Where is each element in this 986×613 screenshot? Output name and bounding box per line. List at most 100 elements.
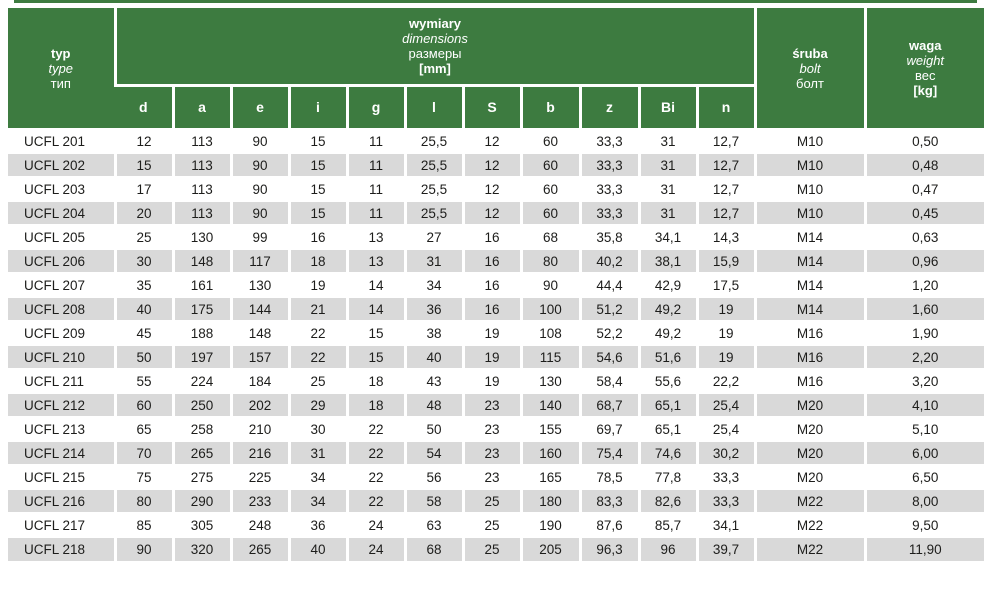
- dim-d-cell: 65: [113, 416, 173, 441]
- dim-S-cell: 25: [461, 536, 521, 561]
- dim-b-cell: 160: [519, 440, 580, 465]
- dim-d-cell: 15: [113, 152, 173, 177]
- dim-z-cell: 33,3: [578, 176, 639, 201]
- dim-Bi-cell: 42,9: [637, 272, 697, 297]
- dim-i-cell: 22: [287, 320, 347, 345]
- bolt-cell: M10: [753, 200, 866, 225]
- dim-e-cell: 90: [229, 200, 289, 225]
- dim-n-cell: 14,3: [695, 224, 756, 249]
- table-row: UCFL 206 30 148 117 18 13 31 16 80 40,2 38,1 15,9 M1…: [8, 248, 985, 273]
- dim-a-cell: 265: [171, 440, 231, 465]
- dim-Bi-cell: 49,2: [637, 296, 697, 321]
- dim-d-cell: 30: [113, 248, 173, 273]
- bolt-cell: M14: [753, 248, 866, 273]
- dim-Bi-cell: 51,6: [637, 344, 697, 369]
- dim-z-cell: 44,4: [578, 272, 639, 297]
- bolt-cell: M20: [753, 416, 866, 441]
- bolt-header-en: bolt: [799, 60, 821, 76]
- bolt-header-pl: śruba: [792, 45, 828, 61]
- bolt-cell: M20: [753, 392, 866, 417]
- dimensions-header-pl: wymiary: [408, 15, 462, 31]
- bolt-cell: M14: [753, 272, 866, 297]
- dim-z-cell: 51,2: [578, 296, 639, 321]
- weight-cell: 0,45: [863, 200, 985, 225]
- bearing-type-cell: UCFL 209: [8, 320, 115, 345]
- dim-z-cell: 58,4: [578, 368, 639, 393]
- bearing-type-cell: UCFL 202: [8, 152, 115, 177]
- dimensions-header-en: dimensions: [402, 30, 468, 46]
- dim-z-cell: 35,8: [578, 224, 639, 249]
- dim-Bi-cell: 55,6: [637, 368, 697, 393]
- dim-S-cell: 12: [461, 176, 521, 201]
- weight-cell: 6,00: [863, 440, 985, 465]
- column-header-weight: waga weight вес [kg]: [863, 8, 985, 129]
- table-row: UCFL 204 20 113 90 15 11 25,5 12 60 33,3 31 12,7 M10…: [8, 200, 985, 225]
- dim-g-cell: 11: [345, 176, 405, 201]
- dim-e-cell: 210: [229, 416, 289, 441]
- dim-z-cell: 33,3: [578, 152, 639, 177]
- bolt-cell: M14: [753, 296, 866, 321]
- dim-a-cell: 113: [171, 200, 231, 225]
- dim-b-cell: 115: [519, 344, 580, 369]
- type-header-en: type: [48, 60, 74, 76]
- dim-Bi-cell: 82,6: [637, 488, 697, 513]
- dim-d-cell: 90: [113, 536, 173, 561]
- dim-e-cell: 184: [229, 368, 289, 393]
- dim-e-cell: 130: [229, 272, 289, 297]
- column-header-l: l: [403, 83, 463, 129]
- dim-n-cell: 19: [695, 344, 756, 369]
- weight-header-unit: [kg]: [913, 83, 938, 98]
- bearing-type-cell: UCFL 205: [8, 224, 115, 249]
- table-row: UCFL 201 12 113 90 15 11 25,5 12 60 33,3 31 12,7 M10…: [8, 128, 985, 153]
- table-row: UCFL 214 70 265 216 31 22 54 23 160 75,4 74,6 30,2 M…: [8, 440, 985, 465]
- dim-Bi-cell: 77,8: [637, 464, 697, 489]
- weight-cell: 11,90: [863, 536, 985, 561]
- dim-e-cell: 99: [229, 224, 289, 249]
- dim-g-cell: 13: [345, 248, 405, 273]
- bolt-cell: M16: [753, 344, 866, 369]
- dim-a-cell: 320: [171, 536, 231, 561]
- bearing-type-cell: UCFL 214: [8, 440, 115, 465]
- bolt-cell: M14: [753, 224, 866, 249]
- table-row: UCFL 208 40 175 144 21 14 36 16 100 51,2 49,2 19 M14…: [8, 296, 985, 321]
- weight-cell: 0,48: [863, 152, 985, 177]
- dim-i-cell: 34: [287, 464, 347, 489]
- dim-i-cell: 22: [287, 344, 347, 369]
- dim-i-cell: 15: [287, 128, 347, 153]
- dim-a-cell: 275: [171, 464, 231, 489]
- dim-g-cell: 15: [345, 320, 405, 345]
- bolt-cell: M20: [753, 464, 866, 489]
- bolt-cell: M22: [753, 488, 866, 513]
- dim-n-cell: 30,2: [695, 440, 756, 465]
- dim-Bi-cell: 31: [637, 200, 697, 225]
- bearing-type-cell: UCFL 208: [8, 296, 115, 321]
- weight-cell: 9,50: [863, 512, 985, 537]
- bolt-cell: M10: [753, 128, 866, 153]
- dim-z-cell: 68,7: [578, 392, 639, 417]
- dim-b-cell: 60: [519, 176, 580, 201]
- dim-z-cell: 33,3: [578, 128, 639, 153]
- dim-Bi-cell: 31: [637, 128, 697, 153]
- dim-l-cell: 36: [403, 296, 463, 321]
- dim-Bi-cell: 96: [637, 536, 697, 561]
- dim-z-cell: 75,4: [578, 440, 639, 465]
- dim-l-cell: 50: [403, 416, 463, 441]
- dim-z-cell: 40,2: [578, 248, 639, 273]
- dim-b-cell: 80: [519, 248, 580, 273]
- dim-b-cell: 205: [519, 536, 580, 561]
- table-row: UCFL 209 45 188 148 22 15 38 19 108 52,2 49,2 19 M16…: [8, 320, 985, 345]
- column-group-header-dimensions: wymiary dimensions размеры [mm]: [113, 8, 756, 85]
- bearing-type-cell: UCFL 213: [8, 416, 115, 441]
- dim-n-cell: 39,7: [695, 536, 756, 561]
- dim-Bi-cell: 38,1: [637, 248, 697, 273]
- dim-b-cell: 90: [519, 272, 580, 297]
- dim-g-cell: 22: [345, 488, 405, 513]
- table-row: UCFL 207 35 161 130 19 14 34 16 90 44,4 42,9 17,5 M1…: [8, 272, 985, 297]
- dim-z-cell: 33,3: [578, 200, 639, 225]
- bearing-type-cell: UCFL 212: [8, 392, 115, 417]
- table-row: UCFL 216 80 290 233 34 22 58 25 180 83,3 82,6 33,3 M…: [8, 488, 985, 513]
- dim-e-cell: 225: [229, 464, 289, 489]
- bolt-cell: M20: [753, 440, 866, 465]
- dim-S-cell: 25: [461, 512, 521, 537]
- dim-Bi-cell: 31: [637, 176, 697, 201]
